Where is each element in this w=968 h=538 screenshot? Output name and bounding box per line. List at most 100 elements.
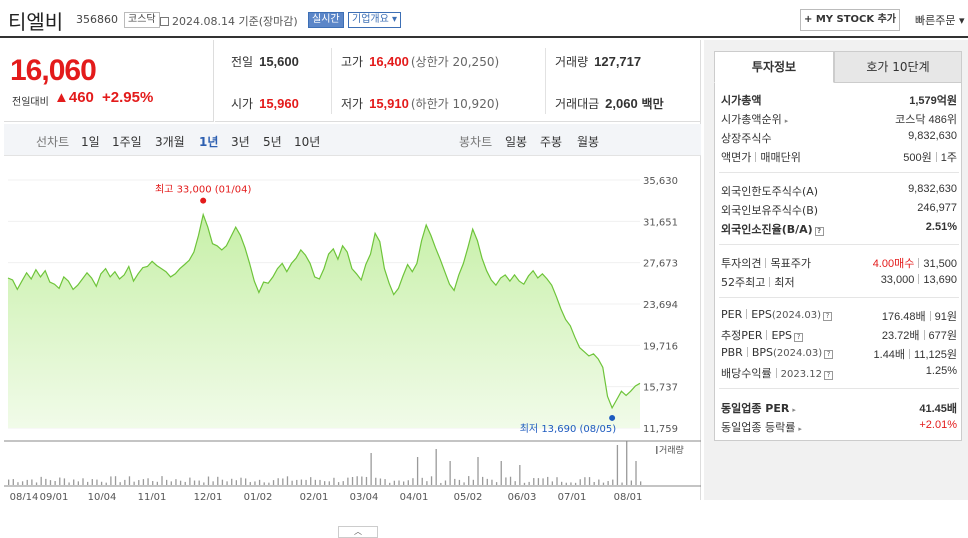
line-chart-title: 선차트 — [36, 135, 70, 149]
price-chart[interactable]: 35,630 31,651 27,673 23,694 19,716 15,737 11,7… — [4, 158, 701, 500]
stat-high-label: 고가 — [341, 55, 364, 69]
volume-bar — [375, 477, 377, 485]
stat-low: 저가 15,910 (하한가 10,920) — [341, 95, 499, 112]
volume-bar — [193, 480, 196, 485]
stat-open: 시가 15,960 — [231, 95, 299, 112]
volume-bar — [361, 476, 363, 485]
est-eps-value: 677원 — [928, 330, 957, 342]
period-3y[interactable]: 3년 — [231, 135, 250, 149]
y-tick-label: 11,759 — [643, 424, 678, 435]
collapse-button[interactable]: ︿ — [338, 526, 378, 538]
low-marker — [609, 414, 616, 421]
stock-code: 356860 — [76, 13, 118, 26]
volume-bar — [12, 479, 14, 485]
row-sector-rate: 동일업종 등락률 ▸ +2.01% — [721, 419, 957, 435]
volume-bar — [138, 480, 140, 485]
volume-bar — [175, 479, 177, 485]
volume-bar — [142, 479, 145, 485]
current-price: 16,060 — [10, 54, 97, 87]
fast-order-button[interactable]: 빠른주문 ▾ — [915, 12, 965, 28]
volume-bar — [300, 479, 303, 485]
stat-amount-value: 2,060 — [605, 96, 638, 111]
y-tick-label: 15,737 — [643, 383, 678, 394]
bps-value: 11,125원 — [914, 349, 957, 361]
x-tick-label: 08/01 — [614, 492, 643, 500]
volume-bar — [505, 477, 507, 485]
divider — [746, 347, 748, 357]
divider — [929, 311, 931, 321]
volume-bar — [133, 481, 135, 485]
volume-bar — [528, 481, 530, 485]
price-stats: 전일 15,600 고가 16,400 (상한가 20,250) 거래량 127,717… — [215, 40, 701, 122]
period-5y[interactable]: 5년 — [263, 135, 282, 149]
volume-bar — [119, 482, 121, 485]
sector-per-label: 동일업종 PER — [721, 402, 790, 415]
sector-rate-label: 동일업종 등락률 — [721, 421, 796, 434]
volume-bar — [519, 465, 521, 485]
volume-bar — [249, 482, 251, 485]
row-dividend: 배당수익률 2023.12? 1.25% — [721, 365, 957, 381]
help-icon[interactable]: ? — [794, 333, 804, 342]
caret-right-icon[interactable]: ▸ — [792, 406, 796, 414]
divider — [746, 309, 748, 319]
period-10y[interactable]: 10년 — [294, 135, 321, 149]
volume-bar — [472, 479, 475, 485]
row-foreign-hold: 외국인보유주식수(B) 246,977 — [721, 202, 957, 218]
candle-monthly[interactable]: 월봉 — [577, 135, 600, 149]
volume-bar — [296, 479, 298, 485]
candle-weekly[interactable]: 주봉 — [540, 135, 563, 149]
caret-right-icon[interactable]: ▸ — [784, 117, 789, 125]
volume-bar — [221, 479, 224, 485]
period-1d[interactable]: 1일 — [81, 135, 100, 149]
volume-bar — [179, 480, 182, 485]
period-1w[interactable]: 1주일 — [112, 135, 142, 149]
volume-bar — [440, 482, 442, 485]
chart-panel: 16,060 전일대비 ▲460 +2.95% 전일 15,600 고가 16,40… — [4, 40, 701, 538]
divider — [719, 172, 959, 173]
volume-bar — [40, 476, 42, 485]
tab-invest-info[interactable]: 투자정보 — [714, 51, 834, 83]
realtime-button[interactable]: 실시간 — [308, 12, 344, 28]
volume-bar — [584, 477, 586, 485]
company-info-dropdown[interactable]: 기업개요 ▾ — [348, 12, 402, 28]
par-label: 액면가 — [721, 151, 752, 164]
row-par: 액면가 매매단위 500원 1주 — [721, 149, 957, 165]
x-tick-label: 06/03 — [508, 492, 537, 500]
x-tick-label: 01/02 — [244, 492, 273, 500]
volume-bar — [319, 479, 321, 485]
stat-open-value: 15,960 — [259, 96, 299, 111]
volume-bar — [356, 476, 358, 485]
period-1y[interactable]: 1년 — [199, 135, 219, 149]
row-foreign-limit: 외국인한도주식수(A) 9,832,630 — [721, 183, 957, 199]
market-cap-label: 시가총액 — [721, 94, 762, 107]
volume-bar — [254, 481, 256, 485]
help-icon[interactable]: ? — [822, 312, 832, 321]
help-icon[interactable]: ? — [823, 371, 833, 380]
par-value: 500원 — [903, 152, 932, 164]
y-tick-label: 19,716 — [643, 341, 678, 352]
candle-daily[interactable]: 일봉 — [505, 135, 528, 149]
volume-bar — [365, 476, 368, 485]
help-icon[interactable]: ? — [824, 350, 834, 359]
volume-bar — [551, 481, 554, 485]
my-stock-add-button[interactable]: + MY STOCK 추가 — [800, 9, 900, 31]
volume-bar — [389, 482, 391, 485]
volume-bar — [291, 480, 293, 485]
volume-legend-mark — [656, 446, 658, 454]
volume-bar — [370, 453, 372, 485]
week52-high-label: 52주최고 — [721, 276, 766, 289]
volume-bar — [184, 481, 186, 485]
help-icon[interactable]: ? — [814, 227, 824, 236]
y-axis: 35,630 31,651 27,673 23,694 19,716 15,737 11,7… — [643, 176, 678, 435]
volume-bar — [482, 476, 484, 485]
x-tick-label: 09/01 — [40, 492, 69, 500]
x-tick-label: 04/01 — [400, 492, 429, 500]
stat-amount-unit: 백만 — [641, 97, 664, 111]
chevron-down-icon: ▾ — [392, 14, 398, 25]
caret-right-icon[interactable]: ▸ — [798, 425, 802, 433]
period-3m[interactable]: 3개월 — [155, 135, 185, 149]
tab-orderbook[interactable]: 호가 10단계 — [834, 51, 962, 83]
volume-bar — [45, 478, 47, 485]
target-label: 목표주가 — [770, 257, 811, 270]
volume-bars — [8, 441, 642, 485]
